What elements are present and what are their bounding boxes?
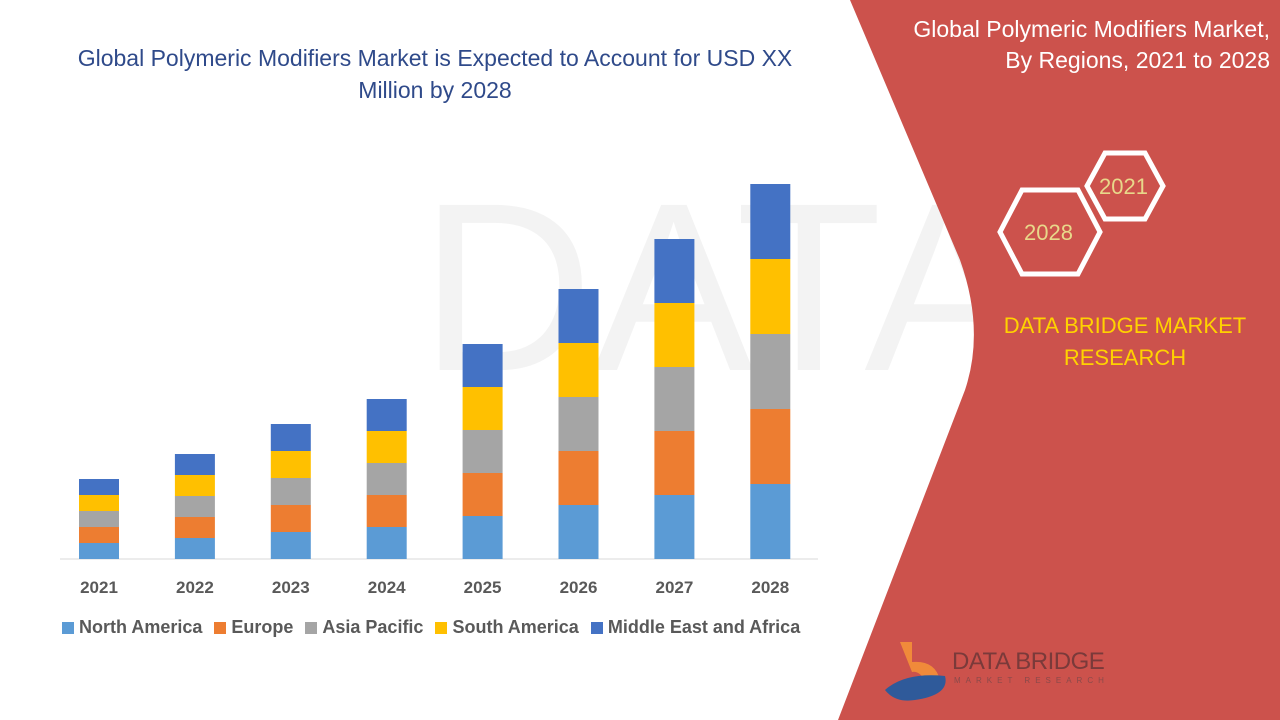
legend-swatch <box>435 621 448 634</box>
legend-swatch <box>305 621 318 634</box>
logo-text: DATA BRIDGE <box>952 648 1105 675</box>
x-tick-label: 2021 <box>80 578 118 597</box>
bar-2024-middle-east-and-africa <box>366 399 407 431</box>
x-tick-label: 2025 <box>464 578 502 597</box>
bar-2025-north-america <box>462 516 503 559</box>
bar-2021-north-america <box>79 543 119 559</box>
bar-2024-europe <box>366 495 407 527</box>
bar-2026-north-america <box>558 505 599 559</box>
side-panel-title: Global Polymeric Modifiers Market, By Re… <box>870 14 1270 76</box>
x-tick-label: 2023 <box>272 578 310 597</box>
legend-item: Europe <box>214 617 293 638</box>
bar-2027-south-america <box>654 303 695 367</box>
brand-text: DATA BRIDGE MARKET RESEARCH <box>985 310 1265 374</box>
hex-label-2028: 2028 <box>1024 220 1073 245</box>
logo-icon <box>885 642 946 701</box>
bar-2025-south-america <box>462 387 503 430</box>
watermark: DATA <box>420 153 1024 421</box>
x-tick-label: 2022 <box>176 578 214 597</box>
x-tick-label: 2026 <box>560 578 598 597</box>
bar-2028-north-america <box>750 484 791 559</box>
bar-2022-south-america <box>174 475 215 496</box>
legend-item: North America <box>62 617 202 638</box>
bar-2023-north-america <box>270 532 311 559</box>
bar-2027-europe <box>654 431 695 495</box>
bar-2022-asia-pacific <box>174 496 215 517</box>
bar-2021-south-america <box>79 495 119 511</box>
bar-2027-asia-pacific <box>654 367 695 431</box>
legend-item: Asia Pacific <box>305 617 423 638</box>
bar-2026-asia-pacific <box>558 397 599 451</box>
bar-2024-asia-pacific <box>366 463 407 495</box>
bar-2027-north-america <box>654 495 695 559</box>
legend-item: Middle East and Africa <box>590 617 801 638</box>
side-panel <box>838 0 1280 720</box>
bar-2021-asia-pacific <box>79 511 119 527</box>
logo-subtext: MARKET RESEARCH <box>954 676 1109 685</box>
legend-item: South America <box>435 617 579 638</box>
brand-line2: RESEARCH <box>1063 345 1187 370</box>
bar-2024-north-america <box>366 527 407 559</box>
bar-2021-middle-east-and-africa <box>79 479 119 495</box>
bar-2023-south-america <box>270 451 311 478</box>
bar-2023-europe <box>270 505 311 532</box>
side-title-line2: By Regions, 2021 to 2028 <box>1005 47 1270 73</box>
bar-2026-europe <box>558 451 599 505</box>
bar-2022-north-america <box>174 538 215 559</box>
legend-swatch <box>590 621 603 634</box>
bar-2028-europe <box>750 409 791 484</box>
legend-label: Europe <box>231 617 294 637</box>
legend-label: South America <box>452 617 579 637</box>
bar-2027-middle-east-and-africa <box>654 239 695 303</box>
legend-label: Asia Pacific <box>322 617 424 637</box>
bar-2028-south-america <box>750 259 791 334</box>
x-tick-label: 2028 <box>751 578 789 597</box>
bar-2023-asia-pacific <box>270 478 311 505</box>
bar-2026-middle-east-and-africa <box>558 289 599 343</box>
bar-2021-europe <box>79 527 119 543</box>
bar-2026-south-america <box>558 343 599 397</box>
chart-title: Global Polymeric Modifiers Market is Exp… <box>77 45 793 103</box>
x-tick-label: 2027 <box>655 578 693 597</box>
hexagon-2021 <box>1084 150 1166 222</box>
bar-2028-asia-pacific <box>750 334 791 409</box>
bar-2028-middle-east-and-africa <box>750 184 791 259</box>
hex-label-2021: 2021 <box>1099 174 1148 199</box>
hexagon-2028 <box>997 187 1103 277</box>
bar-2023-middle-east-and-africa <box>270 424 311 451</box>
legend-swatch <box>214 621 227 634</box>
legend-label: North America <box>79 617 203 637</box>
bar-2022-europe <box>174 517 215 538</box>
bar-2024-south-america <box>366 431 407 463</box>
bar-2025-europe <box>462 473 503 516</box>
legend-swatch <box>62 621 74 634</box>
x-tick-label: 2024 <box>368 578 406 597</box>
brand-line1: DATA BRIDGE MARKET <box>1003 313 1247 338</box>
bar-2025-asia-pacific <box>462 430 503 473</box>
legend: North America Europe Asia Pacific South Ame… <box>62 617 800 638</box>
side-title-line1: Global Polymeric Modifiers Market, <box>913 16 1270 42</box>
bar-2022-middle-east-and-africa <box>174 454 215 475</box>
legend-label: Middle East and Africa <box>607 617 801 637</box>
bar-2025-middle-east-and-africa <box>462 344 503 387</box>
